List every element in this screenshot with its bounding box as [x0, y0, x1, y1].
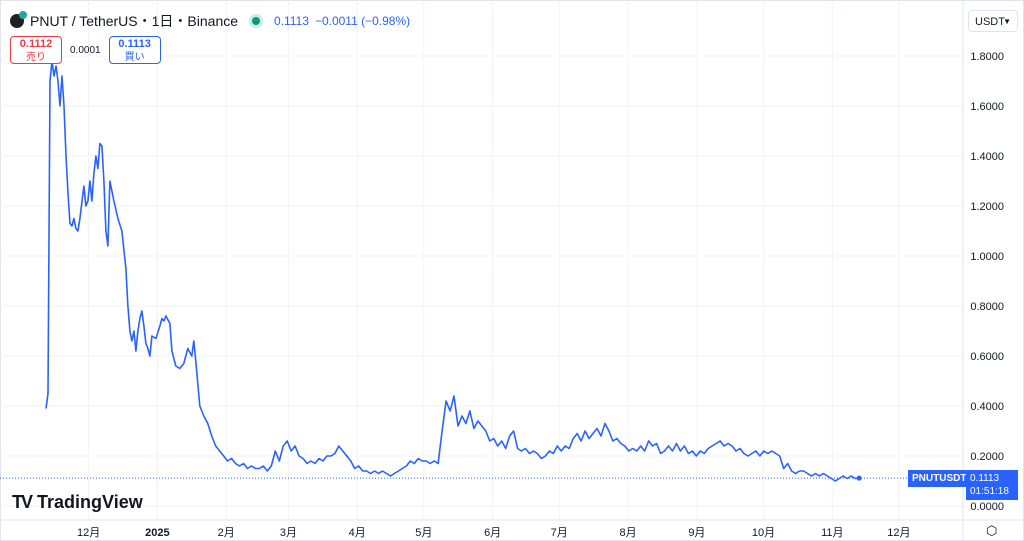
last-price-dot: [856, 475, 862, 481]
market-open-icon: [252, 17, 261, 25]
x-tick-label: 4月: [349, 527, 366, 539]
x-tick-label: 2025: [145, 527, 169, 539]
currency-label: USDT: [975, 16, 1005, 28]
last-price-label: 0.1113 01:51:18: [966, 470, 1018, 500]
spread: 0.0001: [70, 44, 101, 56]
sell-price: 0.1112: [19, 38, 53, 50]
symbol-title[interactable]: PNUT / TetherUS・1日・Binance: [30, 13, 239, 29]
x-tick-label: 11月: [821, 527, 843, 539]
x-tick-label: 10月: [752, 527, 775, 539]
y-tick-label: 1.6000: [970, 101, 1004, 113]
y-tick-label: 1.4000: [970, 151, 1004, 163]
y-tick-label: 0.8000: [970, 301, 1004, 313]
price-axis[interactable]: 0.0000 0.2000 0.4000 0.6000 0.8000 1.0000 1.20…: [970, 51, 1004, 513]
y-tick-label: 0.2000: [970, 451, 1004, 463]
symbol-price-tag: PNUTUSDT: [908, 470, 971, 487]
sell-button[interactable]: 0.1112 売り: [10, 36, 62, 64]
trade-buttons: 0.1112 売り 0.0001 0.1113 買い: [10, 36, 161, 64]
chevron-down-icon: ▼: [1003, 17, 1011, 26]
x-tick-label: 6月: [484, 527, 501, 539]
y-tick-label: 0.6000: [970, 351, 1004, 363]
x-tick-label: 3月: [280, 527, 297, 539]
x-tick-label: 7月: [551, 527, 568, 539]
grid: [0, 0, 963, 520]
y-tick-label: 1.2000: [970, 201, 1004, 213]
tradingview-logo[interactable]: TV TradingView: [12, 492, 143, 513]
price-change: −0.0011 (−0.98%): [314, 14, 411, 28]
pnut-coin-icon: [10, 11, 27, 28]
tradingview-logo-icon: TV: [12, 492, 33, 512]
last-price-value: 0.1113: [970, 473, 1000, 484]
tradingview-logo-text: TradingView: [37, 492, 143, 512]
sell-label: 売り: [26, 52, 46, 63]
buy-button[interactable]: 0.1113 買い: [108, 36, 161, 64]
x-tick-label: 2月: [218, 527, 235, 539]
bar-countdown: 01:51:18: [970, 486, 1009, 497]
price-line: [45, 60, 860, 482]
settings-gear-icon[interactable]: ⬡: [986, 523, 998, 538]
x-tick-label: 8月: [619, 527, 636, 539]
buy-label: 買い: [124, 52, 145, 63]
y-tick-label: 0.4000: [970, 401, 1004, 413]
buy-price: 0.1113: [118, 38, 151, 50]
currency-select[interactable]: USDT ▼: [968, 10, 1018, 32]
y-tick-label: 1.8000: [970, 51, 1004, 63]
symbol-legend[interactable]: PNUT / TetherUS・1日・Binance 0.1113 −0.001…: [10, 11, 410, 31]
x-tick-label: 12月: [887, 527, 910, 539]
x-tick-label: 12月: [77, 527, 100, 539]
x-tick-label: 9月: [688, 527, 705, 539]
x-tick-label: 5月: [415, 527, 432, 539]
y-tick-label: 1.0000: [970, 251, 1004, 263]
y-tick-label: 0.0000: [970, 501, 1004, 513]
last-price: 0.1113: [274, 14, 309, 28]
time-axis[interactable]: 12月 2025 2月 3月 4月 5月 6月 7月 8月 9月 10月 11月 12月: [77, 527, 911, 539]
